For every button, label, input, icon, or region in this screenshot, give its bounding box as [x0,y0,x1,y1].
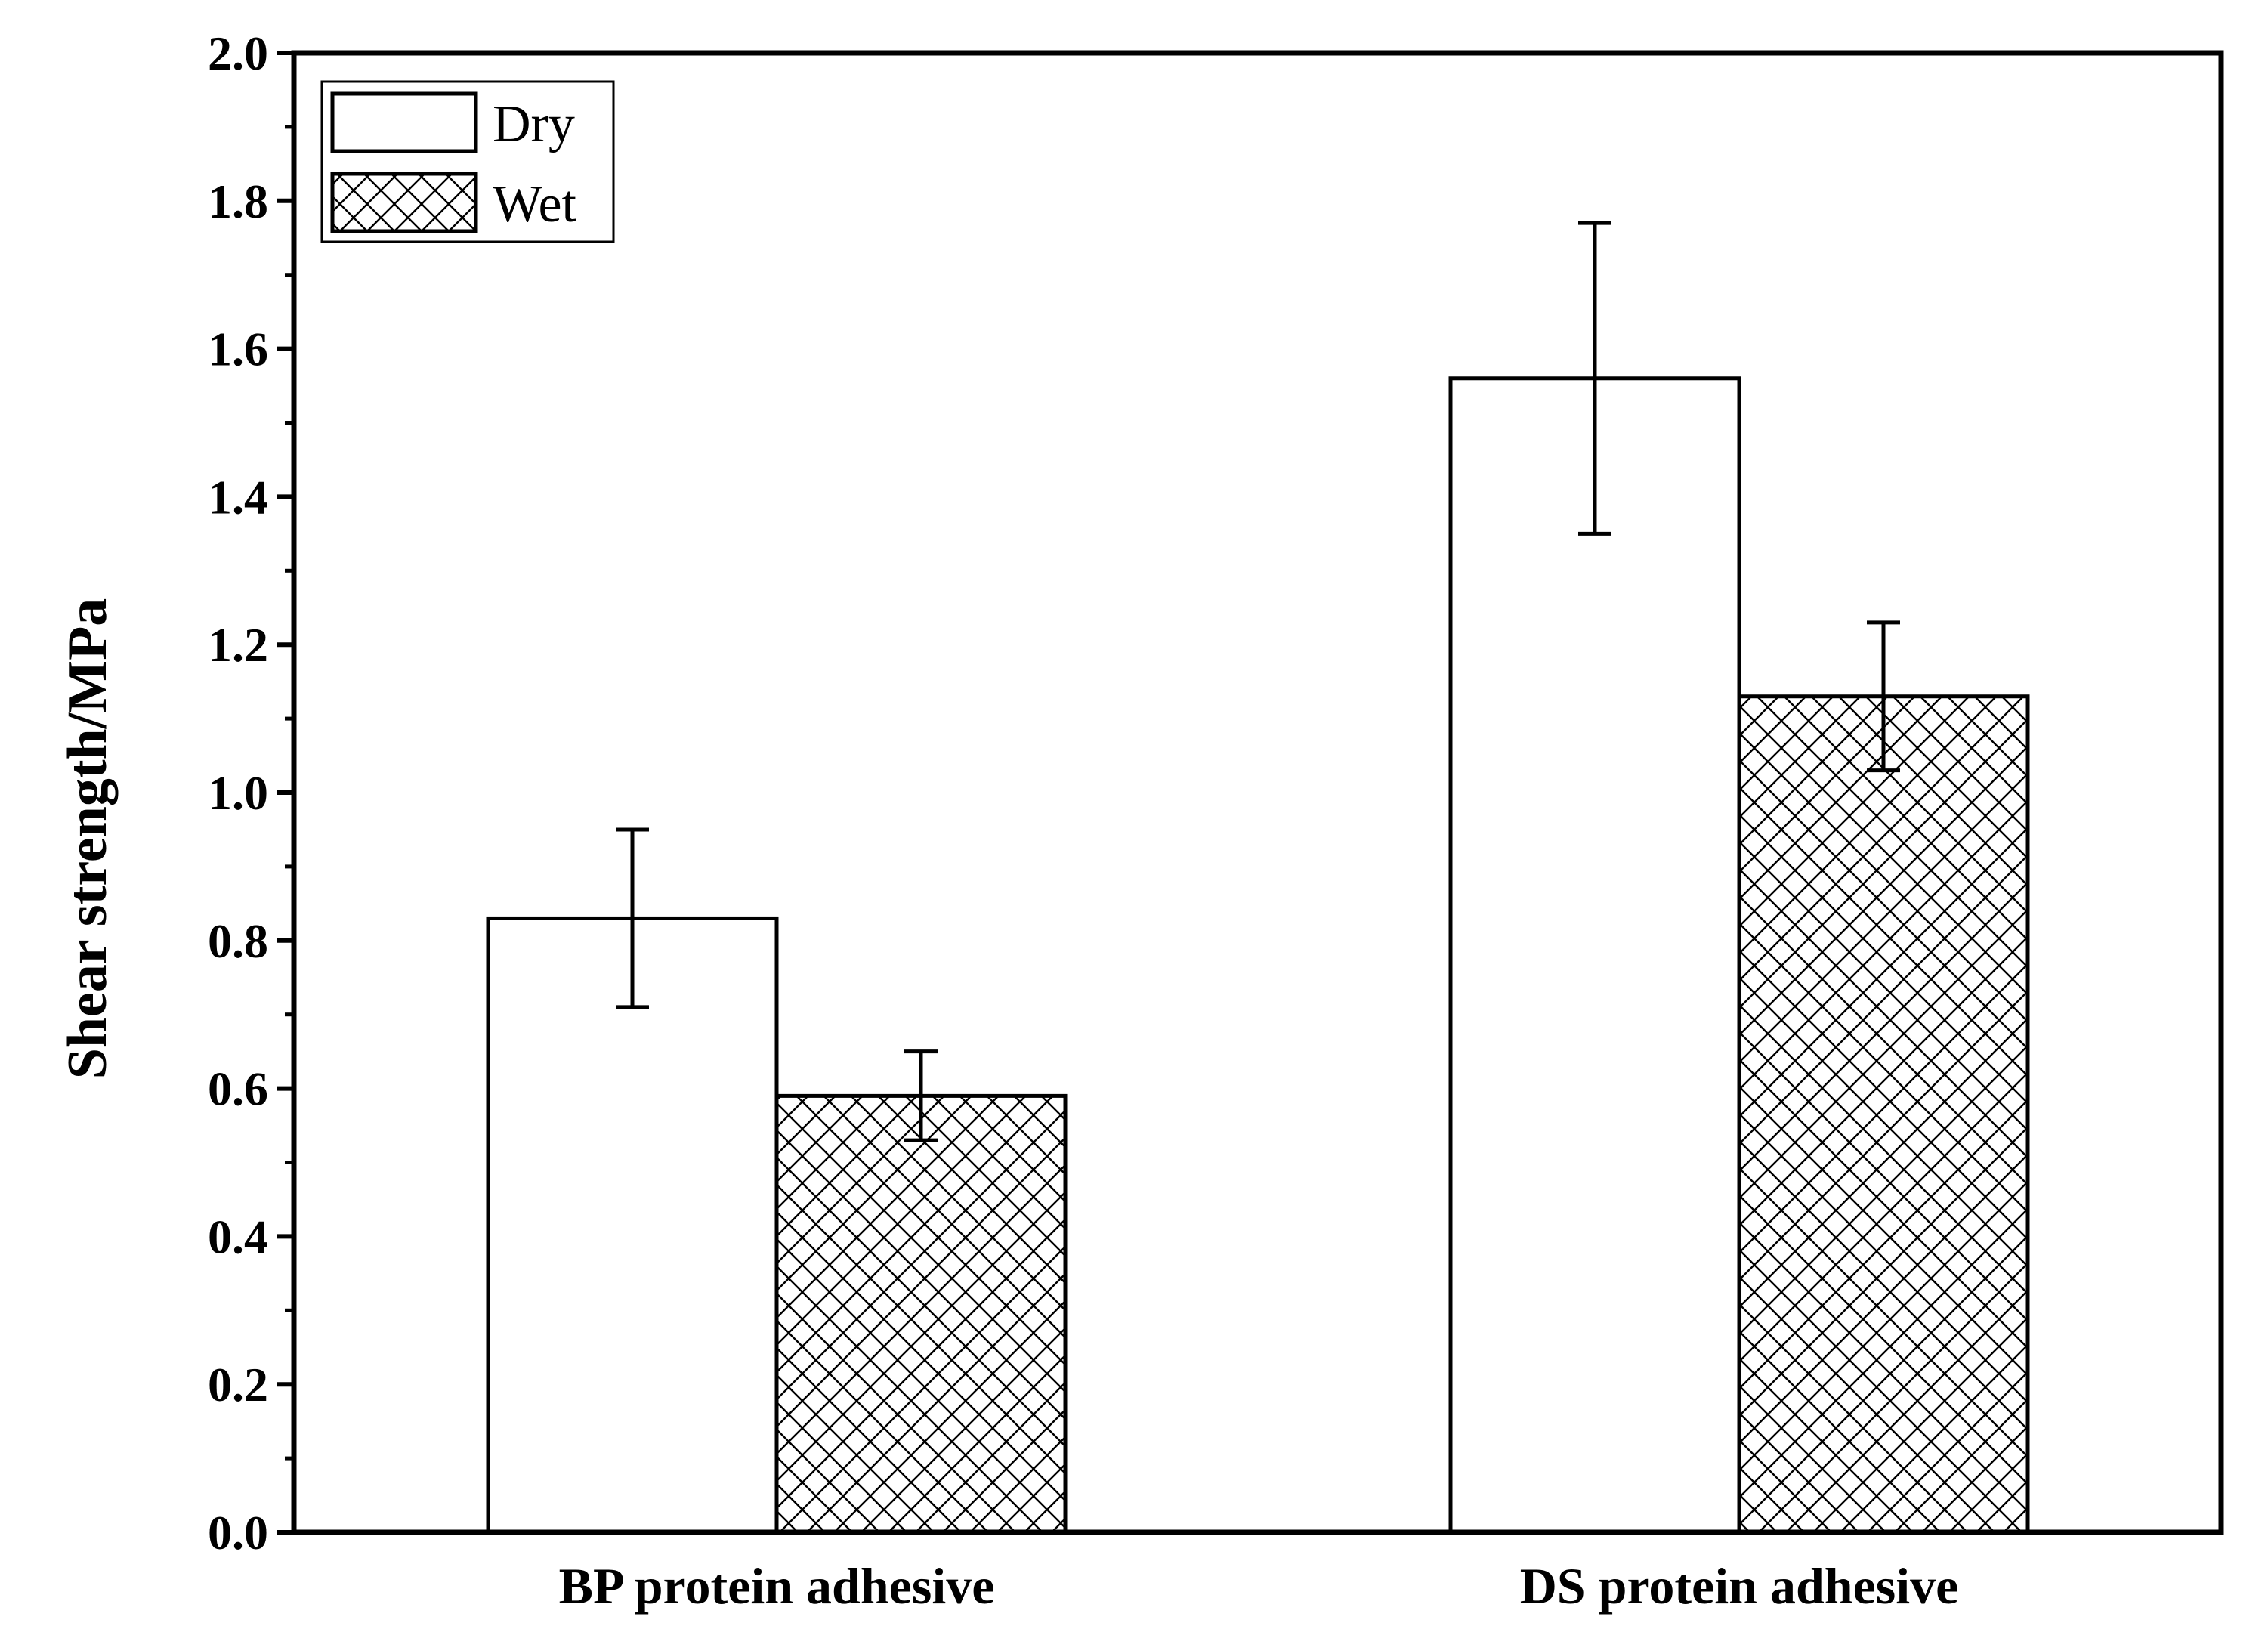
y-tick-label: 0.4 [208,1210,268,1263]
error-bar-dry-bp [616,827,649,1009]
y-tick-label: 2.0 [208,26,268,80]
y-tick-label: 1.0 [208,766,268,820]
plot-frame [291,50,2224,1535]
y-tick-label: 0.6 [208,1062,268,1116]
error-bar-dry-ds [1578,221,1611,536]
y-tick-label: 0.8 [208,914,268,968]
category-label-bp: BP protein adhesive [559,1557,995,1615]
legend-swatch-wet [330,172,478,233]
category-label-ds: DS protein adhesive [1520,1557,1959,1615]
y-tick-label: 1.2 [208,618,268,672]
error-bar-wet-ds [1867,620,1900,773]
bar-dry-ds [1448,376,1741,1535]
error-bar-wet-bp [904,1049,938,1142]
legend-swatch-dry [330,91,478,153]
bar-wet-ds [1737,694,2030,1535]
y-tick-label: 1.6 [208,323,268,376]
y-tick-label: 1.4 [208,470,268,524]
error-bars [616,221,1900,1142]
y-tick-label: 1.8 [208,175,268,228]
legend-label-wet: Wet [493,175,577,233]
y-axis: 0.0 0.2 0.4 0.6 0.8 1.0 1.2 1.4 1.6 1.8 2.0 [208,26,294,1559]
bars [486,376,2030,1535]
legend-label-dry: Dry [493,95,575,153]
legend: Dry Wet [320,80,615,243]
y-tick-label: 0.2 [208,1358,268,1411]
y-tick-label: 0.0 [208,1506,268,1559]
bar-dry-bp [486,916,779,1535]
bar-wet-bp [774,1093,1068,1535]
y-axis-title: Shear strength/MPa [57,598,119,1080]
